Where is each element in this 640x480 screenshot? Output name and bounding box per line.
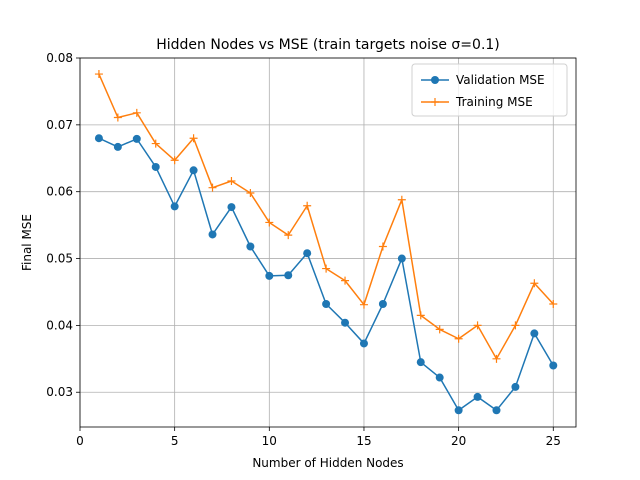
data-point: [303, 249, 312, 258]
data-point: [94, 70, 103, 79]
legend-label: Training MSE: [455, 95, 533, 109]
y-tick-label: 0.08: [46, 51, 73, 65]
data-point: [341, 318, 350, 327]
x-tick-label: 15: [356, 434, 371, 448]
series-training: [94, 70, 558, 363]
data-point: [94, 134, 103, 143]
data-point: [530, 329, 539, 338]
data-point: [170, 202, 179, 211]
data-point: [170, 156, 179, 165]
data-point: [284, 231, 293, 240]
y-tick-label: 0.04: [46, 318, 73, 332]
data-point: [227, 177, 236, 185]
data-point: [341, 276, 350, 285]
y-tick-label: 0.07: [46, 118, 73, 132]
data-point: [511, 382, 520, 391]
x-tick-label: 0: [76, 434, 84, 448]
ticks: 0 5 10 15 20 25 0.03 0.04 0.05 0.06 0.07 0.08: [46, 51, 561, 448]
data-point: [265, 218, 274, 227]
data-point: [208, 230, 217, 239]
x-tick-label: 10: [262, 434, 277, 448]
y-axis-label: Final MSE: [20, 214, 34, 271]
data-point: [454, 334, 463, 343]
grid: [79, 57, 576, 427]
data-point: [265, 271, 274, 280]
legend: Validation MSE Training MSE: [411, 63, 568, 117]
data-point: [322, 264, 331, 273]
data-point: [246, 242, 255, 251]
data-point: [416, 311, 425, 320]
data-point: [189, 166, 198, 175]
data-point: [227, 203, 236, 212]
data-point: [473, 321, 482, 330]
data-point: [549, 300, 558, 308]
data-point: [378, 242, 387, 251]
data-point: [151, 139, 160, 148]
data-point: [113, 142, 122, 151]
data-point: [492, 354, 501, 363]
data-point: [151, 162, 160, 171]
data-point: [473, 392, 482, 401]
plot-frame: [79, 57, 577, 428]
data-point: [208, 183, 217, 192]
data-point: [549, 361, 558, 370]
chart-title: Hidden Nodes vs MSE (train targets noise…: [156, 37, 500, 53]
data-point: [322, 300, 331, 308]
legend-box: [411, 63, 568, 117]
x-tick-label: 20: [451, 434, 466, 448]
data-point: [435, 373, 444, 382]
data-point: [492, 406, 501, 415]
data-point: [435, 325, 444, 334]
y-tick-label: 0.06: [46, 185, 73, 199]
x-tick-label: 25: [546, 434, 561, 448]
data-point: [511, 321, 520, 330]
data-point: [530, 279, 539, 288]
data-point: [359, 300, 368, 309]
legend-label: Validation MSE: [456, 73, 545, 87]
data-point: [303, 201, 312, 210]
data-point: [132, 134, 141, 143]
x-tick-label: 5: [171, 434, 179, 448]
legend-marker: [431, 76, 439, 84]
y-tick-label: 0.05: [46, 252, 73, 266]
data-point: [397, 254, 406, 263]
legend-marker: [431, 98, 439, 106]
data-point: [189, 134, 198, 143]
y-tick-label: 0.03: [46, 385, 73, 399]
x-axis-label: Number of Hidden Nodes: [252, 456, 403, 470]
data-point: [113, 113, 122, 122]
data-point: [132, 108, 141, 117]
data-point: [378, 300, 387, 308]
data-point: [416, 358, 425, 367]
series-layer: [94, 70, 558, 415]
data-point: [284, 271, 293, 280]
data-point: [397, 195, 406, 204]
series-validation: [94, 134, 558, 415]
data-point: [246, 189, 255, 198]
data-point: [359, 339, 368, 348]
data-point: [454, 406, 463, 415]
